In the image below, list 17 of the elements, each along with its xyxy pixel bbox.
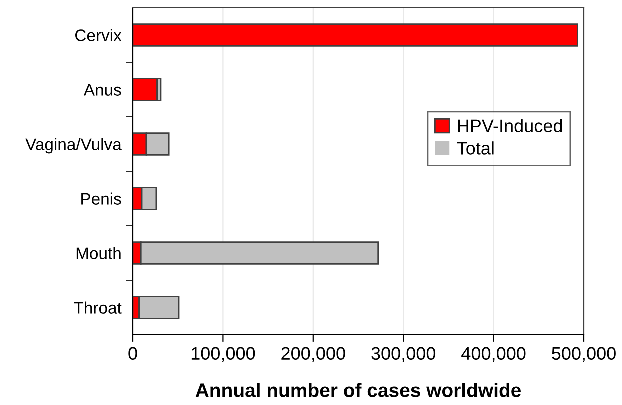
y-tick-label: Mouth [76,247,121,260]
y-tick-label: Vagina/Vulva [26,138,122,154]
x-tick-label: 100,000 [192,347,256,362]
bar [133,78,158,102]
bar [133,24,578,47]
x-tick-label: 300,000 [372,347,436,362]
y-tick-label: Cervix [76,29,122,42]
x-axis-title: Annual number of cases worldwide [196,383,521,398]
x-tick-label: 0 [128,347,138,360]
y-tick-label: Anus [84,84,122,96]
y-tick-label: Throat [74,302,122,314]
legend-label: Total [457,142,494,155]
x-tick-label: 200,000 [282,347,346,362]
x-tick-label: 400,000 [462,347,526,362]
y-tick-label: Penis [82,192,122,205]
legend-label: HPV-Induced [458,119,562,133]
x-tick-label: 500,000 [552,347,616,362]
